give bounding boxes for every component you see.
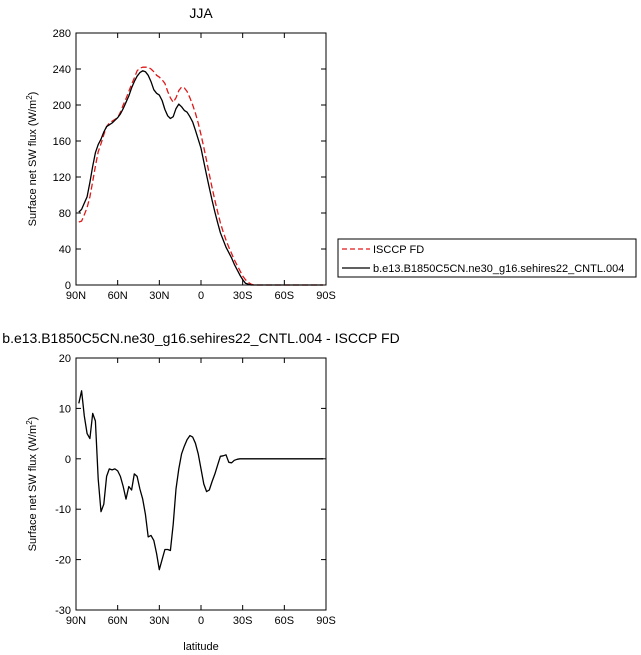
top-x-tick-label: 90N bbox=[66, 290, 86, 302]
top-series-line-1 bbox=[78, 70, 324, 286]
bottom-y-tick-label: 10 bbox=[59, 403, 71, 415]
bottom-y-tick-label: -30 bbox=[55, 605, 71, 617]
bottom-panel-title: b.e13.B1850C5CN.ne30_g16.sehires22_CNTL.… bbox=[2, 330, 399, 346]
bottom-y-tick-label: 0 bbox=[65, 454, 71, 466]
top-y-tick-label: 280 bbox=[53, 28, 71, 40]
bottom-y-label-text: Surface net SW flux (W/m bbox=[27, 425, 39, 552]
bottom-y-label-sup: 2 bbox=[25, 420, 34, 425]
bottom-x-tick-label: 90N bbox=[66, 615, 86, 627]
bottom-y-tick-label: 20 bbox=[59, 353, 71, 365]
top-y-tick-label: 240 bbox=[53, 64, 71, 76]
top-y-tick-label: 200 bbox=[53, 100, 71, 112]
top-y-tick-label: 80 bbox=[59, 208, 71, 220]
bottom-x-tick-label: 60S bbox=[275, 615, 295, 627]
top-x-tick-label: 0 bbox=[198, 290, 204, 302]
top-y-tick-label: 120 bbox=[53, 172, 71, 184]
bottom-panel: b.e13.B1850C5CN.ne30_g16.sehires22_CNTL.… bbox=[2, 330, 399, 653]
top-x-tick-label: 60N bbox=[108, 290, 128, 302]
top-plot-frame bbox=[75, 32, 327, 286]
top-series-line-0 bbox=[78, 66, 324, 286]
legend-model-label: b.e13.B1850C5CN.ne30_g16.sehires22_CNTL.… bbox=[373, 263, 624, 275]
legend-isccp-label: ISCCP FD bbox=[373, 244, 424, 256]
bottom-x-tick-label: 30S bbox=[233, 615, 253, 627]
top-y-tick-label: 0 bbox=[65, 280, 71, 292]
legend: ISCCP FD b.e13.B1850C5CN.ne30_g16.sehire… bbox=[337, 238, 637, 278]
bottom-y-label-close: ) bbox=[27, 417, 39, 421]
bottom-x-tick-label: 0 bbox=[198, 615, 204, 627]
top-x-ticks: 90N 60N 30N 0 30S 60S 90S bbox=[66, 33, 336, 302]
top-y-ticks: 0 40 80 120 160 200 240 280 bbox=[53, 28, 326, 292]
top-y-label-text: Surface net SW flux (W/m bbox=[27, 100, 39, 227]
top-panel-title: JJA bbox=[189, 5, 213, 21]
bottom-y-tick-label: -20 bbox=[55, 555, 71, 567]
bottom-x-tick-label: 90S bbox=[316, 615, 336, 627]
top-x-tick-label: 30S bbox=[233, 290, 253, 302]
bottom-y-axis-label: Surface net SW flux (W/m2) bbox=[25, 417, 40, 552]
bottom-y-ticks: -30 -20 -10 0 10 20 bbox=[55, 353, 326, 617]
bottom-x-tick-label: 30N bbox=[149, 615, 169, 627]
bottom-x-tick-label: 60N bbox=[108, 615, 128, 627]
top-y-label-close: ) bbox=[27, 92, 39, 96]
bottom-series-line-0 bbox=[78, 390, 324, 571]
bottom-x-ticks: 90N 60N 30N 0 30S 60S 90S bbox=[66, 358, 336, 627]
top-y-tick-label: 160 bbox=[53, 136, 71, 148]
top-series bbox=[78, 66, 324, 286]
top-y-axis-label: Surface net SW flux (W/m2) bbox=[25, 92, 40, 227]
top-y-label-sup: 2 bbox=[25, 95, 34, 100]
top-x-tick-label: 60S bbox=[275, 290, 295, 302]
bottom-x-axis-label: latitude bbox=[183, 641, 218, 653]
bottom-plot-frame bbox=[75, 357, 327, 611]
bottom-y-tick-label: -10 bbox=[55, 504, 71, 516]
top-y-tick-label: 40 bbox=[59, 244, 71, 256]
top-x-tick-label: 90S bbox=[316, 290, 336, 302]
top-panel: JJA 0 40 80 120 160 200 240 280 90N 60N 30N 0 30S 60… bbox=[25, 5, 336, 302]
top-x-tick-label: 30N bbox=[149, 290, 169, 302]
legend-box bbox=[337, 238, 637, 278]
bottom-series bbox=[78, 390, 324, 571]
